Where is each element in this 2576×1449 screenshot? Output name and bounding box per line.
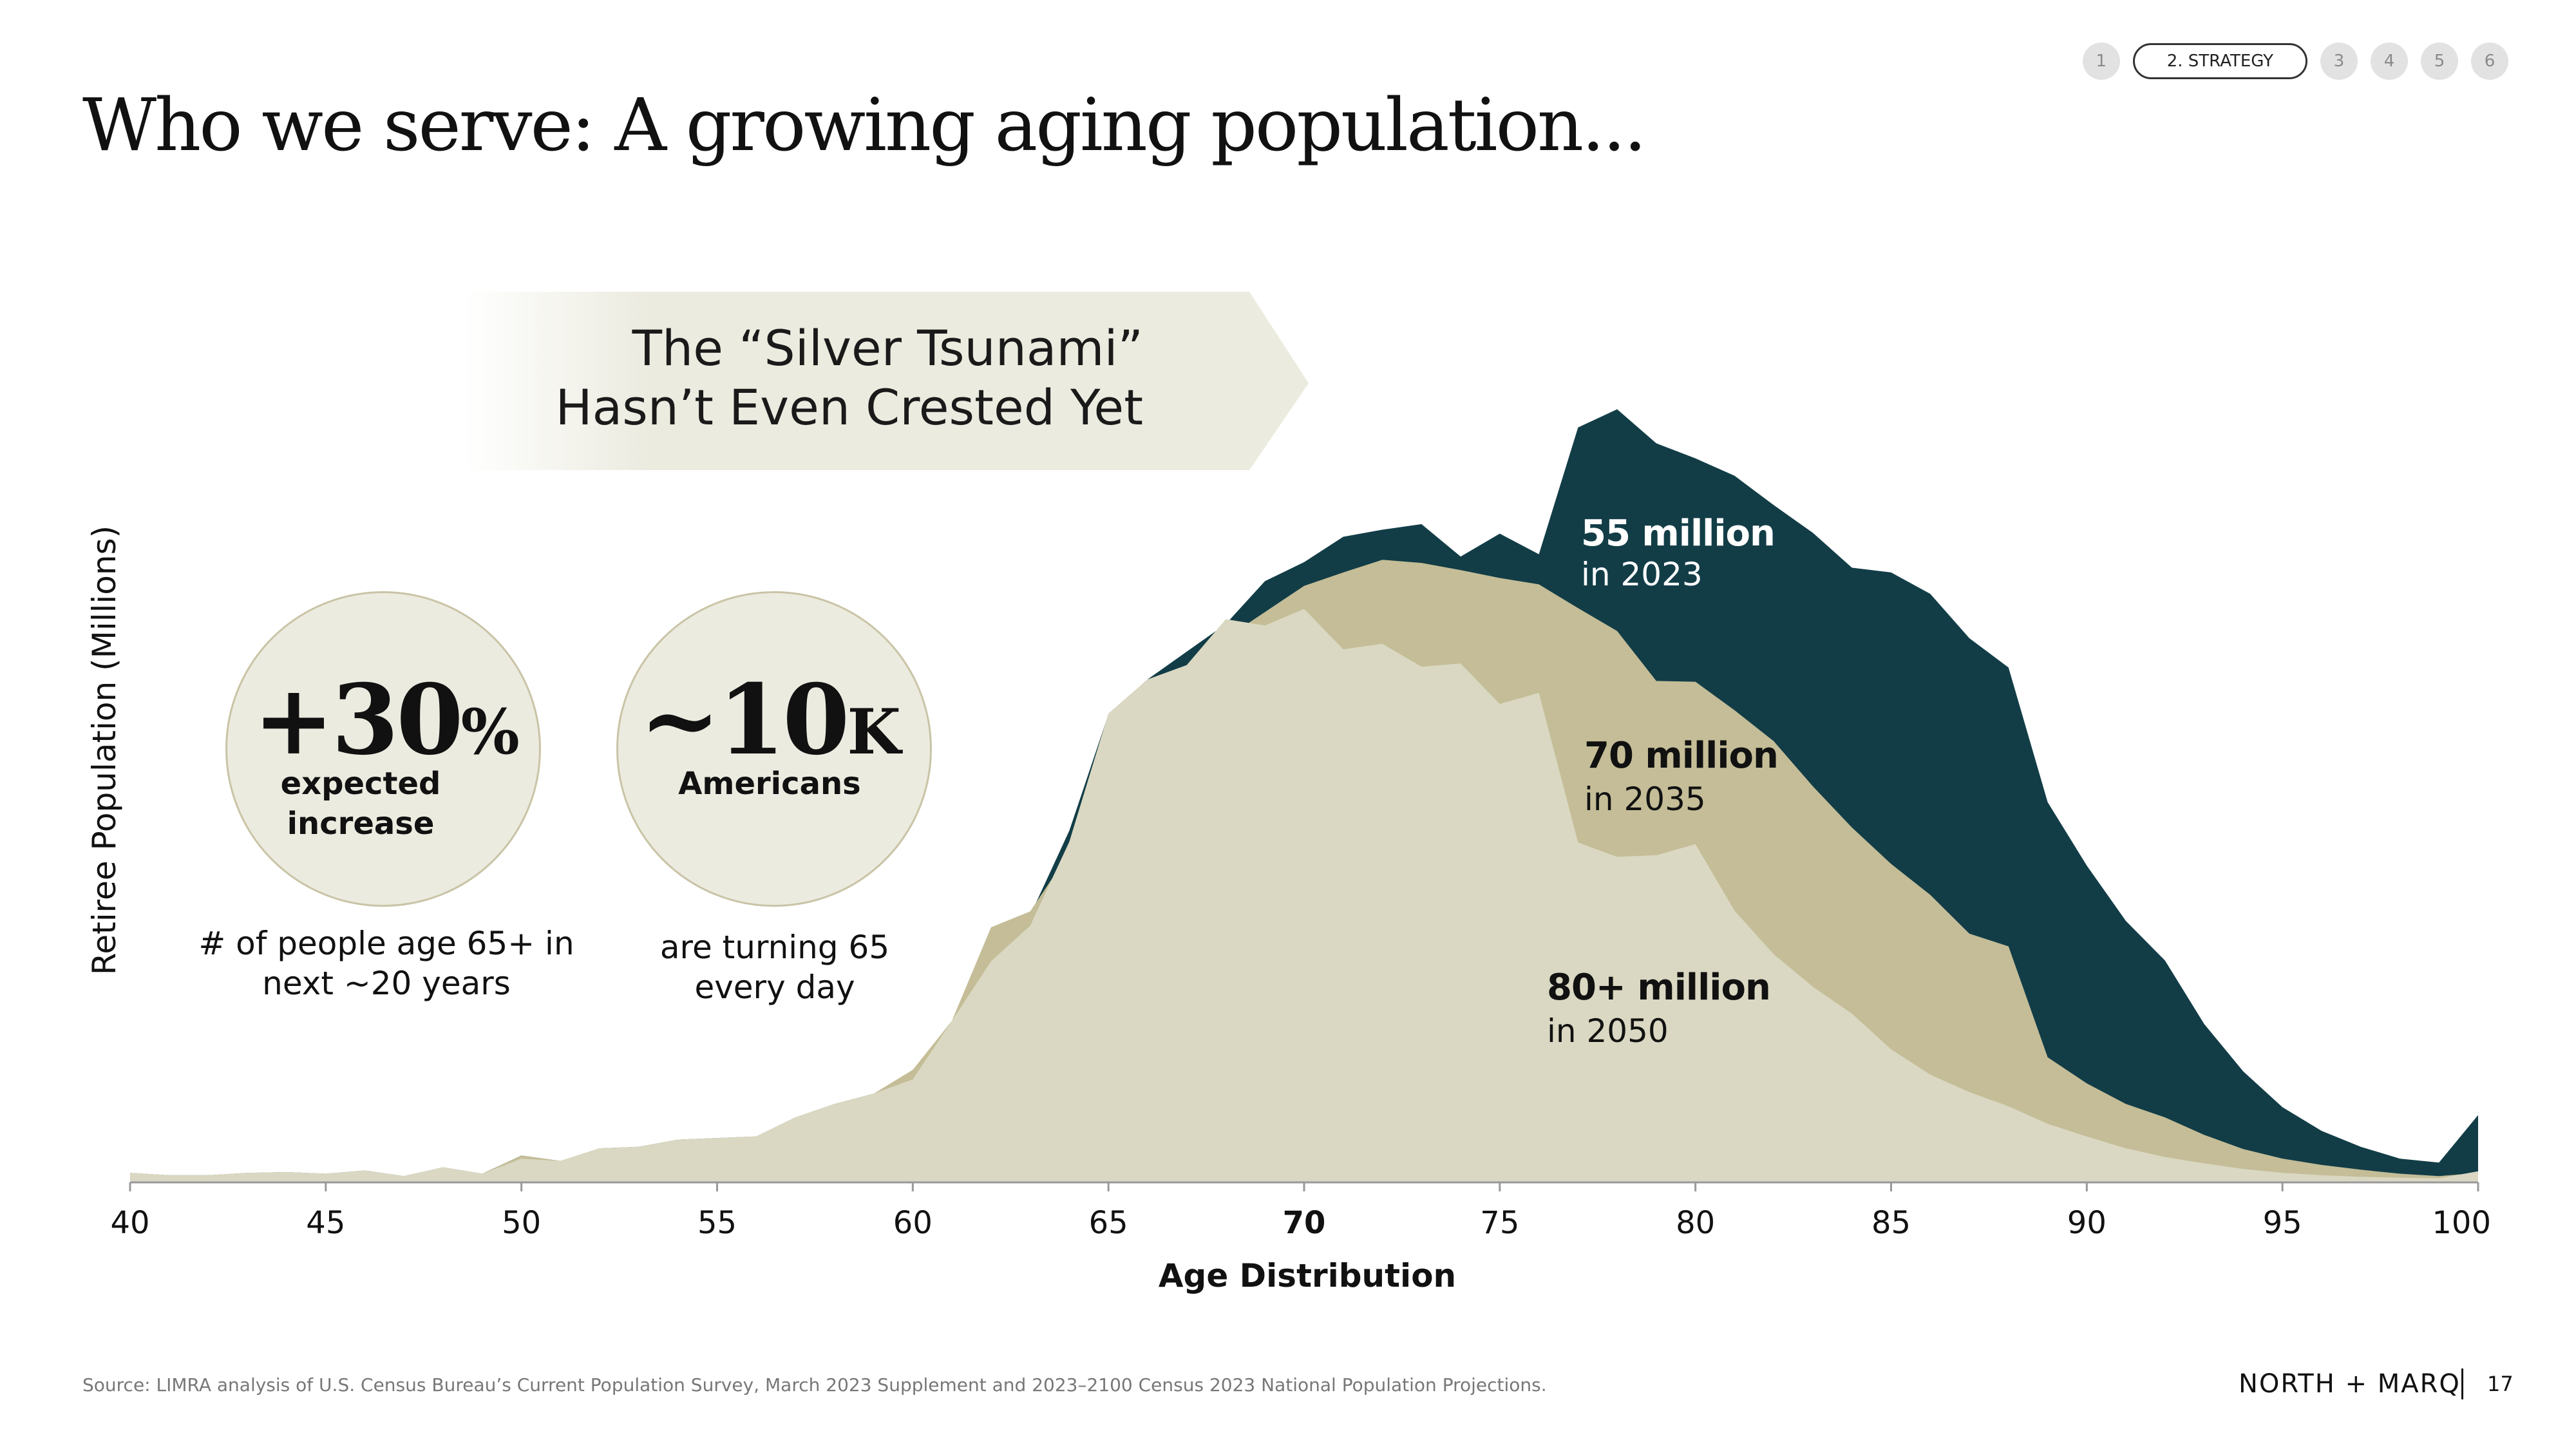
stat-circle-increase xyxy=(225,591,541,907)
page-number: 17 xyxy=(2487,1372,2514,1396)
x-tick-label: 60 xyxy=(893,1205,933,1241)
stat-value-increase-number: +30 xyxy=(253,663,463,777)
x-tick-label: 65 xyxy=(1089,1205,1128,1241)
nav-item-strategy[interactable]: 2. STRATEGY xyxy=(2132,43,2307,79)
nav-item-3[interactable]: 3 xyxy=(2320,43,2358,80)
x-tick-label: 50 xyxy=(502,1205,541,1241)
y-axis-label: Retiree Population (Millions) xyxy=(86,525,123,976)
x-tick-label: 45 xyxy=(306,1205,345,1241)
stat-label-increase: expected increase xyxy=(280,766,441,842)
stat-circle-americans xyxy=(616,591,932,907)
stat-value-americans: ~10K xyxy=(639,663,901,777)
section-nav: 1 2. STRATEGY 3 4 5 6 xyxy=(2082,43,2508,80)
annotation-2035: 70 million in 2035 xyxy=(1584,735,1779,818)
annotation-2023-year: in 2023 xyxy=(1581,556,1703,593)
series-2023-area xyxy=(130,609,2478,1182)
annotation-2050-year: in 2050 xyxy=(1547,1012,1669,1050)
annotation-2035-value: 70 million xyxy=(1584,735,1779,777)
x-tick-label: 80 xyxy=(1676,1205,1715,1241)
source-note: Source: LIMRA analysis of U.S. Census Bu… xyxy=(82,1374,1547,1396)
banner-line-2: Hasn’t Even Crested Yet xyxy=(555,379,1143,436)
stat-value-increase-suffix: % xyxy=(460,696,520,768)
annotation-2023-value: 55 million xyxy=(1581,513,1776,554)
stat-desc-americans-line-2: every day xyxy=(694,969,855,1006)
stat-value-increase: +30% xyxy=(253,663,520,777)
banner-arrow-shape xyxy=(464,292,1309,470)
x-tick-label: 70 xyxy=(1283,1205,1326,1241)
slide-title: Who we serve: A growing aging population… xyxy=(82,84,1647,167)
stat-value-americans-suffix: K xyxy=(847,696,901,768)
annotation-2050: 80+ million in 2050 xyxy=(1547,967,1771,1050)
stat-label-americans: Americans xyxy=(678,766,861,802)
stat-desc-increase: # of people age 65+ in next ~20 years xyxy=(198,923,574,1003)
nav-item-6[interactable]: 6 xyxy=(2471,43,2508,80)
annotation-2050-value: 80+ million xyxy=(1547,967,1771,1009)
stat-desc-increase-line-1: # of people age 65+ in xyxy=(198,925,574,962)
banner-callout: The “Silver Tsunami” Hasn’t Even Crested… xyxy=(555,319,1143,437)
annotation-2023: 55 million in 2023 xyxy=(1581,513,1776,593)
x-tick-label: 40 xyxy=(110,1205,149,1241)
footer-divider xyxy=(2461,1368,2463,1399)
x-axis-title: Age Distribution xyxy=(1158,1257,1457,1294)
x-tick-label: 95 xyxy=(2263,1205,2302,1241)
x-tick-label: 100 xyxy=(2432,1205,2491,1241)
stat-value-americans-number: ~10 xyxy=(639,663,849,777)
stat-desc-increase-line-2: next ~20 years xyxy=(262,965,511,1002)
company-logo: NORTH + MARQ xyxy=(2239,1369,2461,1399)
annotation-2035-year: in 2035 xyxy=(1584,781,1706,818)
x-tick-label: 75 xyxy=(1480,1205,1519,1241)
nav-item-1[interactable]: 1 xyxy=(2082,43,2120,80)
x-tick-label: 90 xyxy=(2067,1205,2107,1241)
nav-item-4[interactable]: 4 xyxy=(2371,43,2408,80)
nav-item-5[interactable]: 5 xyxy=(2421,43,2458,80)
stat-desc-americans: are turning 65 every day xyxy=(660,927,889,1007)
banner-line-1: The “Silver Tsunami” xyxy=(632,319,1143,377)
x-tick-label: 85 xyxy=(1871,1205,1911,1241)
stat-desc-americans-line-1: are turning 65 xyxy=(659,929,890,966)
x-tick-label: 55 xyxy=(697,1205,737,1241)
